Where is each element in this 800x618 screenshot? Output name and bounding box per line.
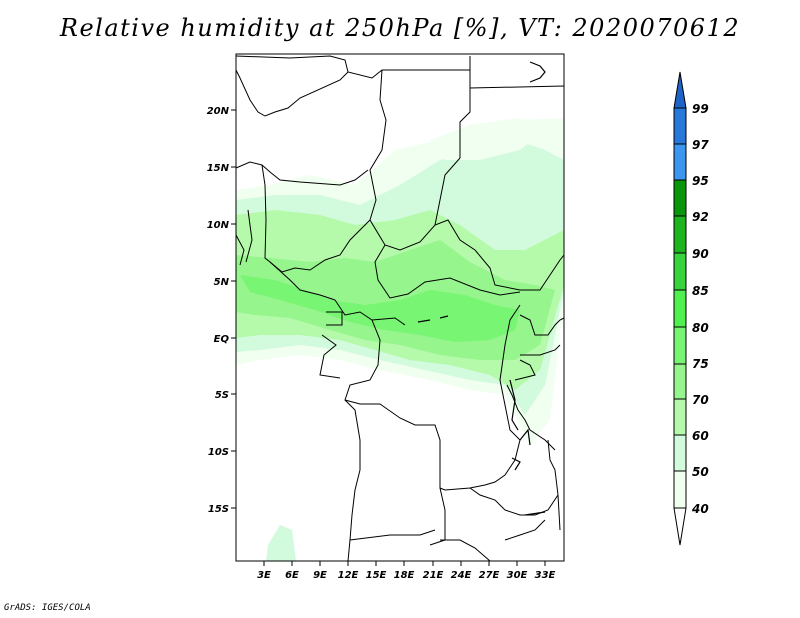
colorbar-top-arrow — [673, 71, 687, 109]
lon-label-3e: 3E — [257, 570, 271, 581]
colorbar-label-50: 50 — [692, 465, 709, 479]
country-borders — [235, 55, 565, 562]
colorbar-label-99: 99 — [692, 102, 709, 116]
colorbar-swatch-95 — [673, 143, 687, 181]
colorbar-swatch-70 — [673, 363, 687, 400]
colorbar-label-95: 95 — [692, 174, 709, 188]
lon-label-21e: 21E — [423, 570, 444, 581]
colorbar-label-75: 75 — [692, 357, 709, 371]
lakes — [417, 61, 546, 516]
colorbar-label-70: 70 — [692, 393, 709, 407]
lon-label-9e: 9E — [313, 570, 327, 581]
lat-ticks — [231, 109, 236, 509]
colorbar-bottom-arrow — [673, 507, 687, 546]
lon-label-15e: 15E — [366, 570, 387, 581]
credit-text: GrADS: IGES/COLA — [4, 603, 91, 613]
colorbar-swatch-97 — [673, 107, 687, 145]
lon-label-6e: 6E — [285, 570, 299, 581]
colorbar — [673, 71, 687, 546]
lon-label-18e: 18E — [394, 570, 415, 581]
humidity-region-75 — [240, 275, 520, 342]
lat-label-10s: 10S — [208, 447, 229, 458]
colorbar-label-90: 90 — [692, 247, 709, 261]
colorbar-label-85: 85 — [692, 284, 709, 298]
colorbar-label-92: 92 — [692, 210, 709, 224]
colorbar-label-97: 97 — [692, 138, 709, 152]
lat-label-10n: 10N — [207, 220, 230, 231]
lat-label-20n: 20N — [207, 106, 230, 117]
colorbar-swatch-90 — [673, 215, 687, 254]
colorbar-swatch-75 — [673, 326, 687, 365]
lat-label-5s: 5S — [215, 390, 229, 401]
lat-label-15n: 15N — [207, 163, 230, 174]
colorbar-swatch-80 — [673, 289, 687, 328]
lon-label-12e: 12E — [338, 570, 359, 581]
humidity-region-50-south — [266, 525, 296, 561]
colorbar-swatch-85 — [673, 252, 687, 291]
humidity-region-40-ne — [430, 118, 540, 160]
lat-label-15s: 15S — [208, 504, 229, 515]
colorbar-swatch-50 — [673, 434, 687, 472]
lon-label-33e: 33E — [535, 570, 556, 581]
lon-label-27e: 27E — [479, 570, 500, 581]
lon-label-30e: 30E — [507, 570, 528, 581]
colorbar-swatch-40 — [673, 470, 687, 509]
colorbar-label-80: 80 — [692, 321, 709, 335]
chart-title: Relative humidity at 250hPa [%], VT: 202… — [59, 14, 741, 42]
colorbar-swatch-60 — [673, 398, 687, 436]
colorbar-label-40: 40 — [691, 502, 709, 516]
colorbar-swatch-92 — [673, 179, 687, 217]
humidity-shading — [236, 118, 564, 561]
map-frame — [235, 53, 565, 562]
lat-label-eq: EQ — [214, 334, 230, 345]
lon-ticks — [263, 561, 546, 566]
colorbar-label-60: 60 — [692, 429, 709, 443]
lon-label-24e: 24E — [451, 570, 472, 581]
lat-label-5n: 5N — [214, 277, 230, 288]
